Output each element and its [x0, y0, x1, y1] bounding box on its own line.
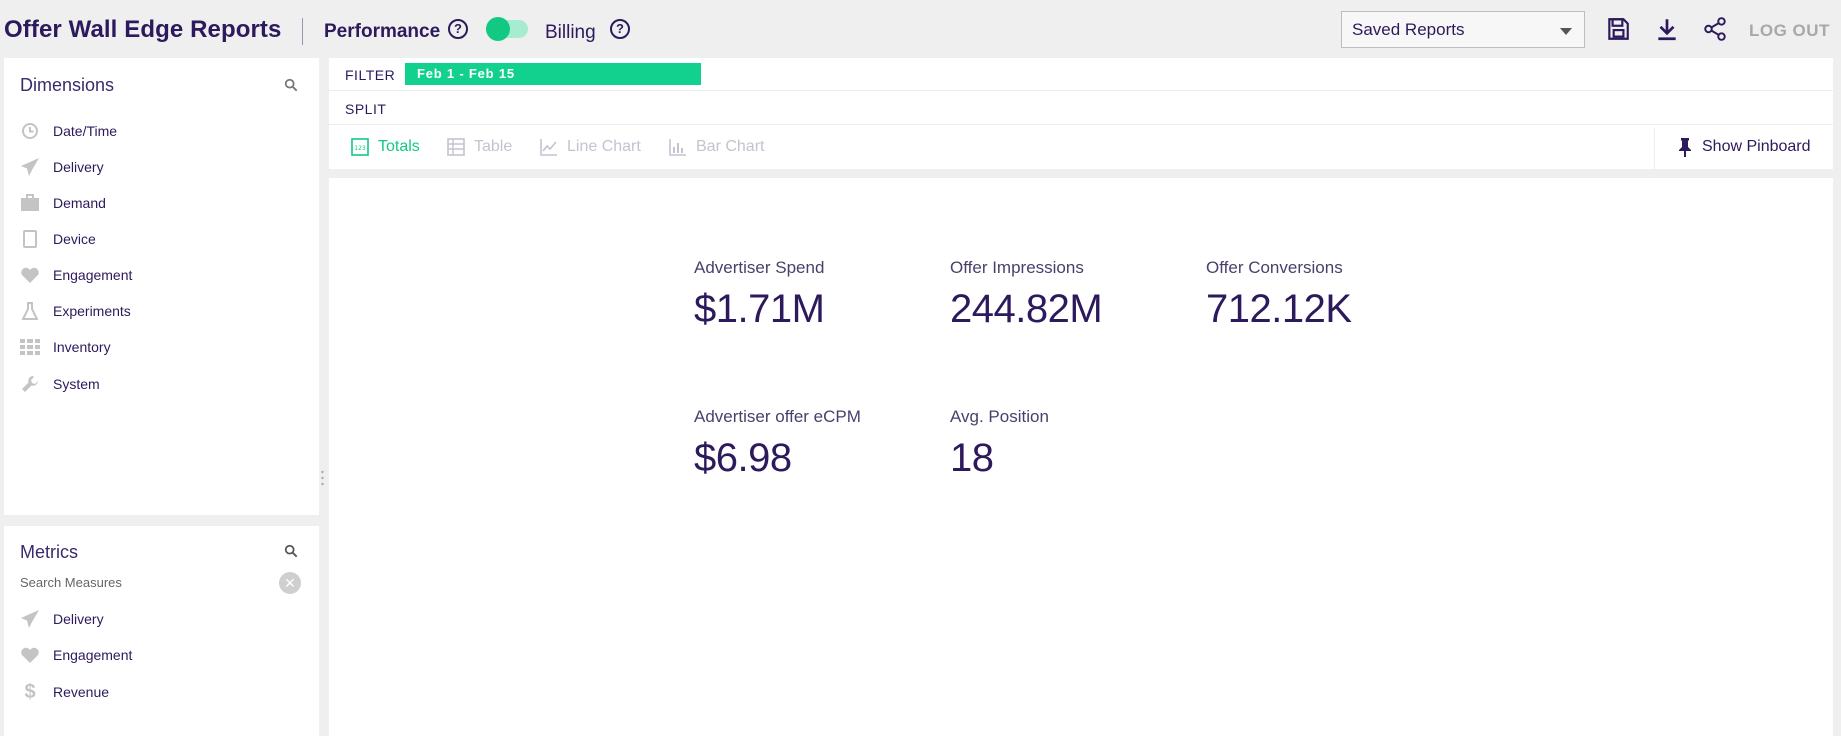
pin-icon: [1679, 138, 1691, 157]
dimension-item-label: Device: [53, 231, 96, 247]
tab-totals[interactable]: 123 Totals: [351, 137, 420, 157]
show-pinboard-label: Show Pinboard: [1702, 138, 1811, 155]
search-icon[interactable]: [284, 544, 298, 558]
dimension-item-delivery[interactable]: Delivery: [20, 155, 104, 179]
briefcase-icon: [20, 193, 40, 213]
flask-icon: [20, 301, 40, 321]
tab-table[interactable]: Table: [447, 137, 512, 157]
filter-label: FILTER: [345, 67, 396, 83]
toggle-knob: [486, 17, 510, 41]
metric-label: Advertiser Spend: [694, 258, 825, 277]
metric-card: Avg. Position 18: [950, 407, 1049, 481]
split-label: SPLIT: [345, 101, 387, 117]
performance-help-icon[interactable]: ?: [448, 19, 468, 39]
dimension-item-demand[interactable]: Demand: [20, 191, 106, 215]
metric-item-delivery[interactable]: Delivery: [20, 607, 104, 631]
dimension-item-label: Engagement: [53, 267, 133, 283]
metric-label: Advertiser offer eCPM: [694, 407, 861, 426]
dimension-item-label: Experiments: [53, 303, 131, 319]
dimension-item-label: Demand: [53, 195, 106, 211]
bar-chart-icon: [669, 139, 686, 156]
tab-label: Line Chart: [567, 138, 641, 155]
tab-label: Table: [474, 138, 513, 155]
query-bar: FILTER Feb 1 - Feb 15 SPLIT 123 Totals T…: [329, 58, 1833, 169]
download-icon[interactable]: [1654, 16, 1680, 42]
dimension-item-inventory[interactable]: Inventory: [20, 335, 111, 359]
metric-item-label: Engagement: [53, 647, 133, 663]
metric-label: Offer Impressions: [950, 258, 1084, 277]
row-divider: [329, 90, 1833, 91]
performance-billing-toggle[interactable]: [486, 17, 528, 41]
dimension-item-system[interactable]: System: [20, 372, 100, 396]
header-divider: [302, 18, 303, 45]
totals-view: Advertiser Spend $1.71M Offer Impression…: [329, 178, 1833, 736]
metric-item-label: Delivery: [53, 611, 104, 627]
wrench-icon: [20, 374, 40, 394]
saved-reports-select[interactable]: Saved Reports: [1341, 11, 1585, 48]
metric-item-label: Revenue: [53, 684, 110, 700]
totals-icon: 123: [351, 138, 369, 156]
metric-card: Advertiser offer eCPM $6.98: [694, 407, 861, 481]
date-filter-chip[interactable]: Feb 1 - Feb 15: [405, 63, 701, 85]
dimension-item-experiments[interactable]: Experiments: [20, 299, 131, 323]
billing-mode-label: Billing: [545, 22, 596, 43]
line-chart-icon: [540, 139, 557, 156]
metrics-title: Metrics: [20, 542, 78, 562]
paper-plane-icon: [20, 157, 40, 177]
tablet-icon: [20, 229, 40, 249]
paper-plane-icon: [20, 609, 40, 629]
metric-item-revenue[interactable]: $ Revenue: [20, 680, 109, 704]
saved-reports-value: Saved Reports: [1352, 20, 1465, 39]
metric-value: $6.98: [694, 436, 792, 480]
metrics-panel: Metrics Search Measures ✕ Delivery Engag…: [4, 526, 319, 736]
save-icon[interactable]: [1605, 16, 1631, 42]
clock-icon: [20, 121, 40, 141]
metric-item-engagement[interactable]: Engagement: [20, 643, 132, 667]
tab-label: Totals: [378, 138, 420, 155]
app-title: Offer Wall Edge Reports: [4, 16, 282, 43]
dimension-item-label: Delivery: [53, 159, 104, 175]
chevron-down-icon: [1560, 28, 1572, 35]
metric-value: 18: [950, 436, 994, 480]
metric-label: Offer Conversions: [1206, 258, 1343, 277]
heart-icon: [20, 645, 40, 665]
dollar-icon: $: [24, 680, 36, 703]
search-measures-input[interactable]: Search Measures: [20, 575, 122, 590]
metric-value: 712.12K: [1206, 287, 1352, 331]
dimensions-title: Dimensions: [20, 75, 115, 95]
dimensions-panel: Dimensions Date/Time Delivery Demand Dev…: [4, 58, 319, 515]
top-header: Offer Wall Edge Reports Performance ? Bi…: [0, 0, 1841, 58]
table-icon: [447, 138, 465, 156]
dimension-item-label: System: [53, 376, 100, 392]
metric-value: 244.82M: [950, 287, 1103, 331]
tab-label: Bar Chart: [696, 138, 765, 155]
performance-mode-label: Performance: [324, 21, 441, 42]
svg-text:123: 123: [354, 145, 366, 152]
tab-line-chart[interactable]: Line Chart: [540, 137, 641, 157]
panel-resize-handle[interactable]: [321, 470, 324, 486]
metric-card: Advertiser Spend $1.71M: [694, 258, 825, 332]
dimension-item-label: Date/Time: [53, 123, 118, 139]
dimension-item-datetime[interactable]: Date/Time: [20, 119, 117, 143]
logout-button[interactable]: LOG OUT: [1749, 21, 1830, 40]
metric-card: Offer Conversions 712.12K: [1206, 258, 1352, 332]
share-icon[interactable]: [1702, 16, 1728, 42]
billing-help-icon[interactable]: ?: [610, 19, 630, 39]
tab-bar-chart[interactable]: Bar Chart: [669, 137, 764, 157]
metric-value: $1.71M: [694, 287, 825, 331]
dimension-item-engagement[interactable]: Engagement: [20, 263, 132, 287]
heart-icon: [20, 265, 40, 285]
row-divider: [329, 124, 1833, 125]
grid-icon: [20, 337, 40, 357]
dimension-item-label: Inventory: [53, 339, 111, 355]
clear-search-button[interactable]: ✕: [279, 572, 301, 594]
metric-card: Offer Impressions 244.82M: [950, 258, 1103, 332]
pinboard-divider: [1654, 128, 1655, 169]
metric-label: Avg. Position: [950, 407, 1049, 426]
dimension-item-device[interactable]: Device: [20, 227, 96, 251]
show-pinboard-button[interactable]: Show Pinboard: [1676, 137, 1811, 157]
search-icon[interactable]: [284, 78, 298, 92]
